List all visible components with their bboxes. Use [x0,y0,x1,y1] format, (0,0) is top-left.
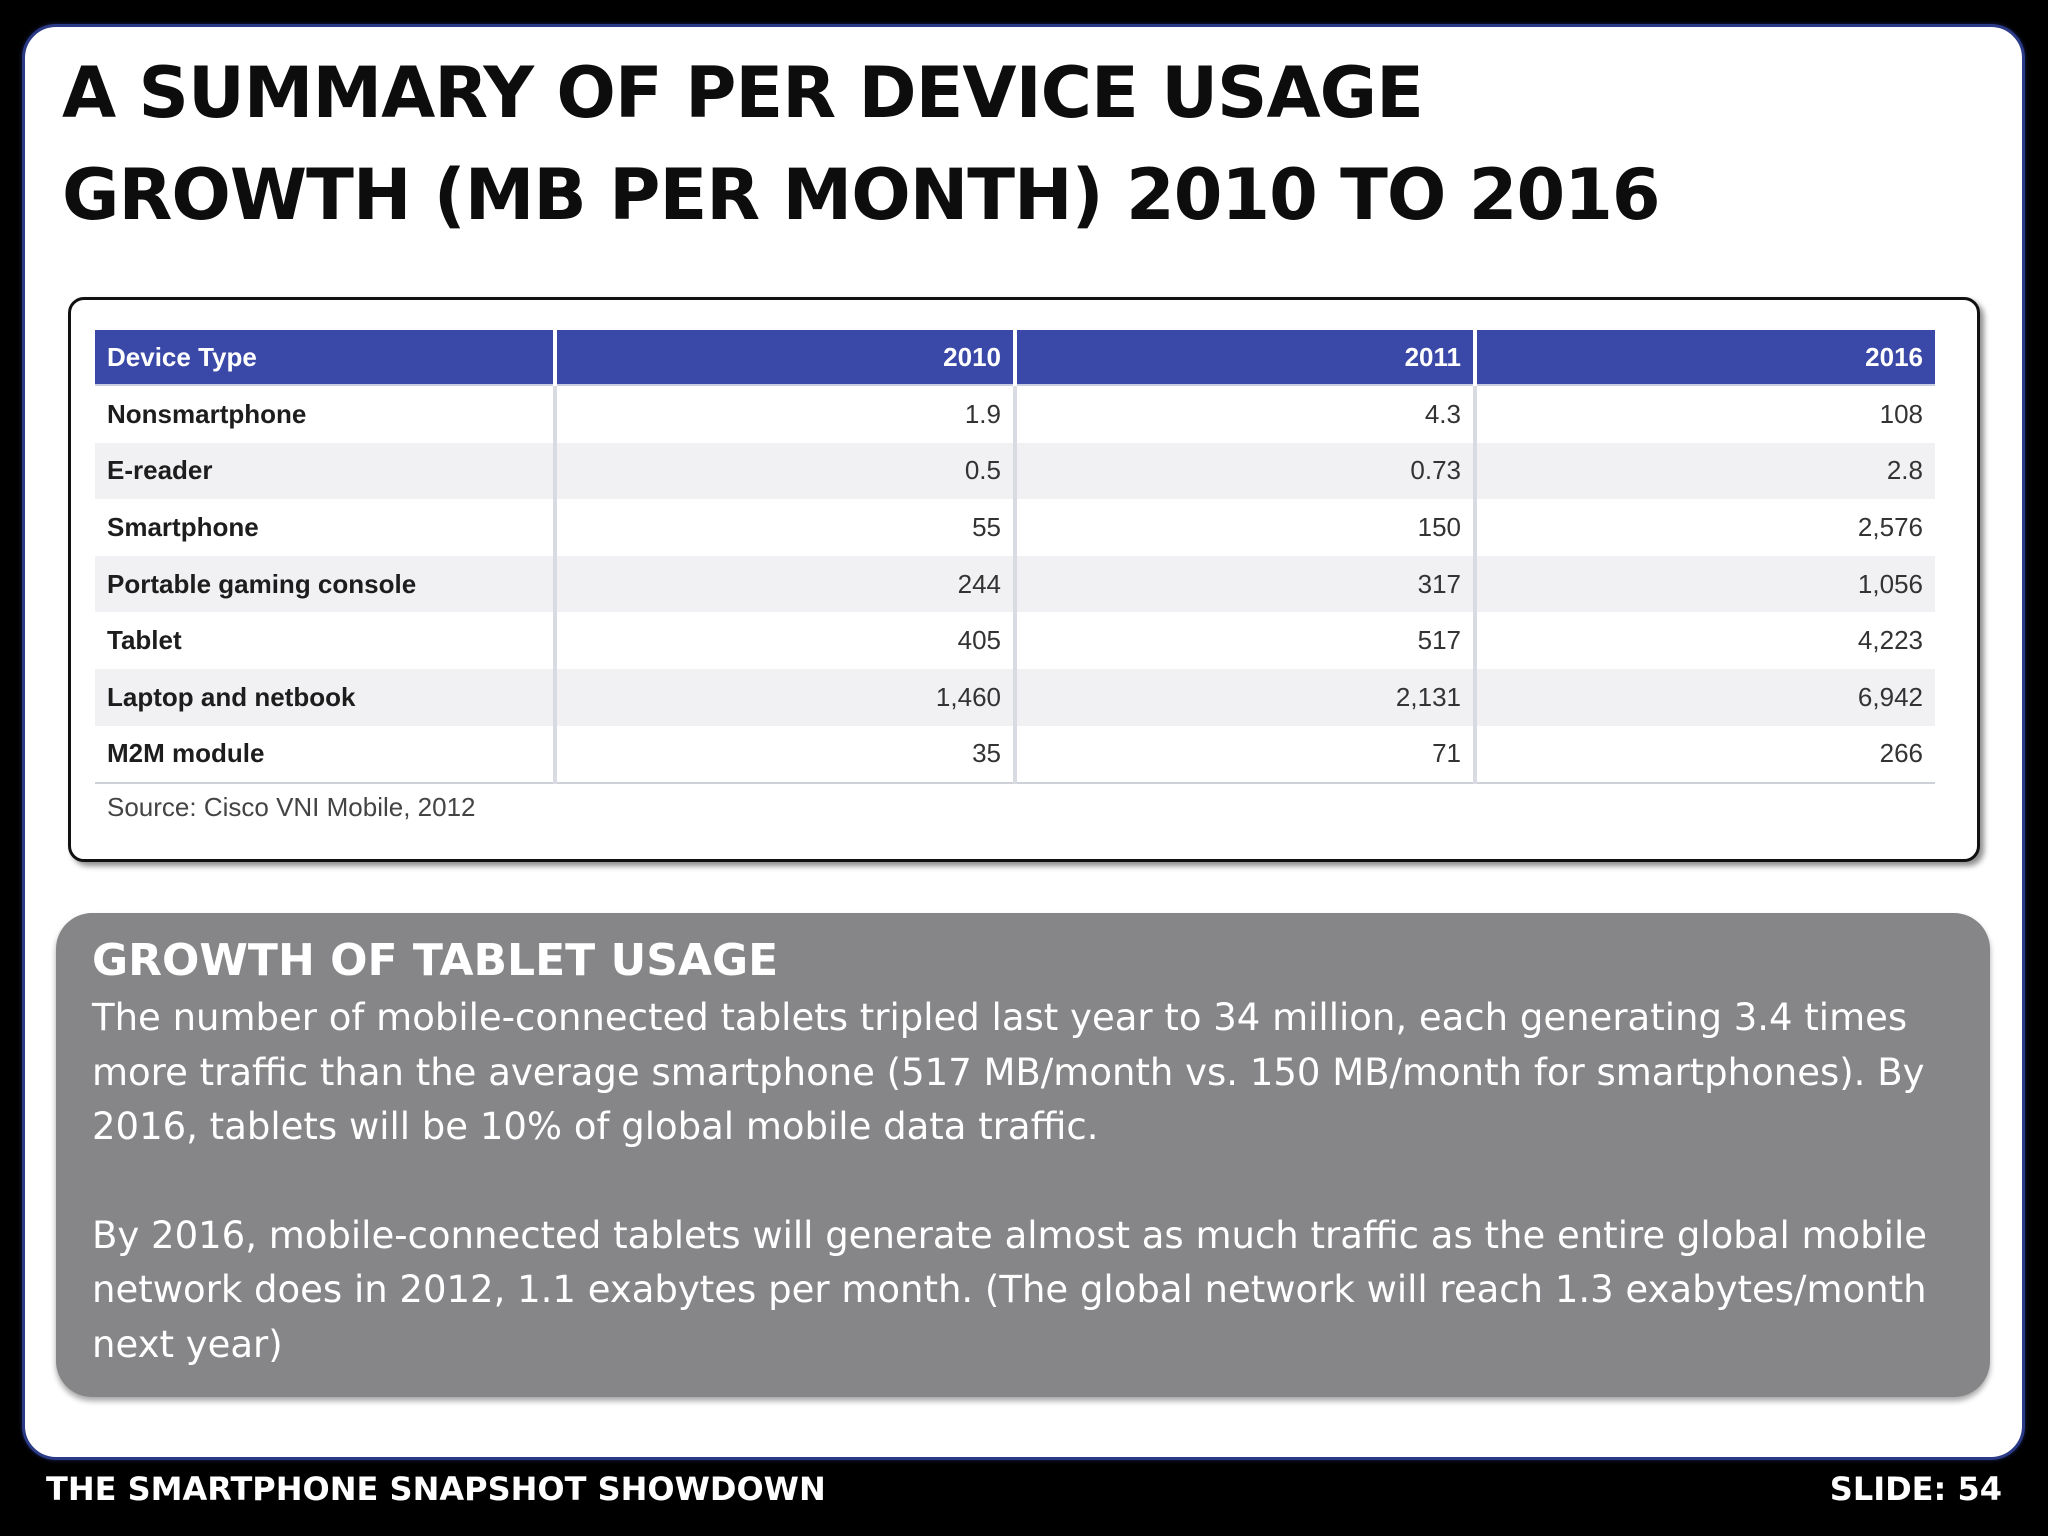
value-2016-cell: 1,056 [1475,555,1935,613]
callout-heading: GROWTH OF TABLET USAGE [92,935,779,986]
table-row: Tablet 405 517 4,223 [95,612,1935,669]
device-type-cell: Smartphone [95,499,557,556]
table-header-row: Device Type 2010 2011 2016 [95,330,1935,386]
table-row: Laptop and netbook 1,460 2,131 6,942 [95,668,1935,726]
value-2016-cell: 6,942 [1475,668,1935,726]
table-row: Nonsmartphone 1.9 4.3 108 [95,385,1935,443]
slide-title: A SUMMARY OF PER DEVICE USAGE GROWTH (MB… [62,42,1762,246]
table-source-note: Source: Cisco VNI Mobile, 2012 [107,792,476,822]
value-2011-cell: 2,131 [1015,668,1477,726]
device-type-cell: Nonsmartphone [95,385,557,443]
table-row: Portable gaming console 244 317 1,056 [95,555,1935,613]
value-2016-cell: 2.8 [1475,442,1935,500]
value-2011-cell: 4.3 [1015,385,1477,443]
value-2011-cell: 71 [1015,725,1477,785]
column-header-2016: 2016 [1475,330,1935,386]
device-type-cell: Tablet [95,612,557,669]
column-header-device-type: Device Type [95,330,557,386]
tablet-growth-callout: GROWTH OF TABLET USAGE The number of mob… [56,913,1990,1397]
value-2010-cell: 35 [555,725,1017,785]
value-2016-cell: 2,576 [1857,511,1923,542]
value-2011-cell: 517 [1015,612,1477,669]
column-header-2010: 2010 [555,330,1017,386]
slide-title-line-2: GROWTH (MB PER MONTH) 2010 TO 2016 [62,154,1661,236]
value-2011-cell: 150 [1015,499,1477,556]
value-2016-cell: 266 [1475,725,1935,785]
device-type-cell: Portable gaming console [95,555,557,613]
value-2010-cell: 405 [555,612,1017,669]
table-row: Smartphone 55 150 2,576 [95,499,1935,556]
value-2010-cell: 0.5 [555,442,1017,500]
callout-paragraph-2: By 2016, mobile-connected tablets will g… [92,1213,1927,1366]
slide-footer: THE SMARTPHONE SNAPSHOT SHOWDOWN SLIDE: … [0,1462,2048,1536]
value-2010-cell: 1,460 [555,668,1017,726]
usage-table-card: Device Type 2010 2011 2016 Nonsmartphone… [68,297,1980,862]
device-type-cell: Laptop and netbook [95,668,557,726]
value-2016-cell: 108 [1879,398,1923,429]
footer-slide-number: SLIDE: 54 [1829,1470,2002,1508]
callout-paragraph-1: The number of mobile-connected tablets t… [92,996,1925,1148]
column-header-2011: 2011 [1015,330,1477,386]
slide-title-line-1: A SUMMARY OF PER DEVICE USAGE [62,52,1424,134]
value-2016-cell: 4,223 [1857,625,1923,656]
value-2011-cell: 0.73 [1015,442,1477,500]
footer-deck-title: THE SMARTPHONE SNAPSHOT SHOWDOWN [46,1470,826,1508]
value-2011-cell: 317 [1015,555,1477,613]
usage-table: Device Type 2010 2011 2016 Nonsmartphone… [95,330,1935,785]
value-2010-cell: 1.9 [555,385,1017,443]
device-type-cell: E-reader [95,442,557,500]
table-row: M2M module 35 71 266 [95,725,1935,785]
value-2010-cell: 244 [555,555,1017,613]
value-2010-cell: 55 [555,499,1017,556]
table-row: E-reader 0.5 0.73 2.8 [95,442,1935,500]
device-type-cell: M2M module [95,725,557,785]
